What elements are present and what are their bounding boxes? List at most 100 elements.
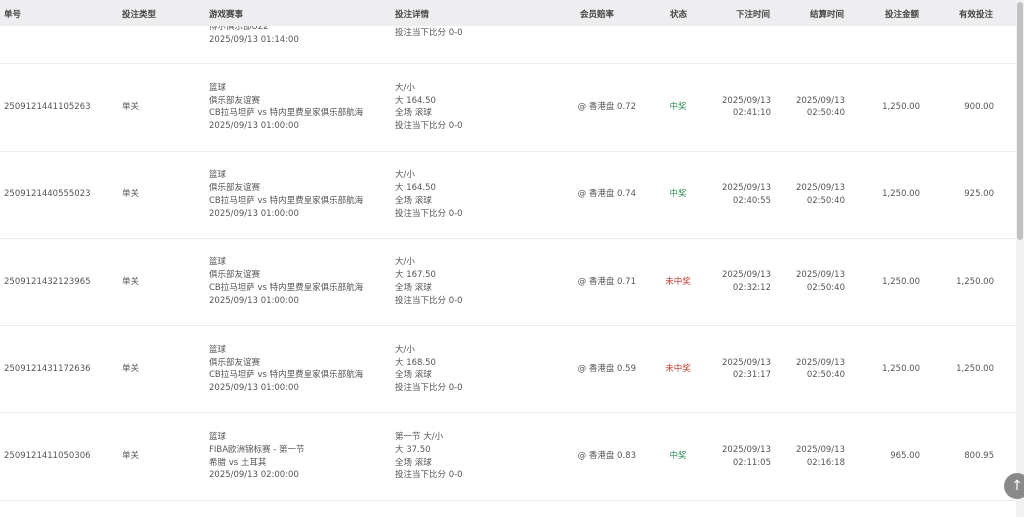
bet-id: 2509121441105263 (4, 102, 91, 113)
bet-date: 2025/09/13 (722, 357, 771, 368)
detail-line: 大 37.50 (395, 444, 431, 455)
bet-type: 单关 (122, 363, 140, 374)
valid-bet: 800.95 (964, 451, 994, 462)
bet-id: 2509121440555023 (4, 189, 91, 200)
valid-bet: 925.00 (964, 189, 994, 200)
valid-bet: 1,250.00 (956, 363, 994, 374)
bet-amount: 1,250.00 (882, 276, 920, 287)
game-line: 2025/09/13 01:00:00 (209, 383, 299, 394)
detail-line: 全场 滚球 (395, 283, 432, 294)
detail-line: 第一节 大/小 (395, 432, 444, 443)
settle-date: 2025/09/13 (796, 444, 845, 455)
bet-amount: 965.00 (890, 451, 920, 462)
table-header: 单号 投注类型 游戏赛事 投注详情 会员赔率 状态 下注时间 结算时间 投注金额… (0, 0, 1016, 26)
header-game: 游戏赛事 (209, 10, 244, 20)
detail-line: 投注当下比分 0-0 (395, 121, 463, 132)
odds: @ 香港盘 0.72 (577, 102, 636, 113)
game-line: 2025/09/13 01:00:00 (209, 295, 299, 306)
bet-type: 单关 (122, 451, 140, 462)
header-settle-time: 结算时间 (810, 10, 845, 20)
game-line: CB拉马坦萨 vs 特内里费皇家俱乐部航海 (209, 108, 364, 119)
detail-line: 投注当下比分 0-0 (395, 27, 463, 38)
status-badge: 未中奖 (665, 276, 691, 287)
game-line: 希腊 vs 土耳其 (209, 457, 267, 468)
header-valid: 有效投注 (959, 10, 994, 20)
header-id: 单号 (4, 10, 22, 20)
scroll-to-top-button[interactable]: ↑ (1004, 473, 1024, 499)
bet-type: 单关 (122, 189, 140, 200)
detail-line: 投注当下比分 0-0 (395, 383, 463, 394)
settle-date: 2025/09/13 (796, 270, 845, 281)
detail-line: 投注当下比分 0-0 (395, 208, 463, 219)
odds: @ 香港盘 0.74 (577, 189, 636, 200)
scrollbar[interactable] (1016, 0, 1024, 517)
odds: @ 香港盘 0.83 (577, 451, 636, 462)
game-line: 2025/09/13 01:00:00 (209, 121, 299, 132)
status-badge: 中奖 (669, 189, 687, 200)
game-line: 俱乐部友谊赛 (209, 357, 261, 368)
bet-type: 单关 (122, 276, 140, 287)
detail-line: 投注当下比分 0-0 (395, 470, 463, 481)
bet-amount: 1,250.00 (882, 102, 920, 113)
bet-time: 02:40:55 (732, 195, 771, 206)
game-line: CB拉马坦萨 vs 特内里费皇家俱乐部航海 (209, 370, 364, 381)
bet-time: 02:32:12 (732, 283, 771, 294)
bet-date: 2025/09/13 (722, 182, 771, 193)
game-line: 篮球 (209, 432, 227, 443)
bet-amount: 1,250.00 (882, 363, 920, 374)
game-line: 2025/09/13 02:00:00 (209, 470, 299, 481)
header-status: 状态 (670, 10, 688, 20)
detail-line: 全场 滚球 (395, 108, 432, 119)
odds: @ 香港盘 0.71 (577, 276, 636, 287)
detail-line: 大 164.50 (395, 182, 436, 193)
settle-date: 2025/09/13 (796, 357, 845, 368)
table-row-partial: 博尔俱乐部U22 2025/09/13 01:14:00 投注当下比分 0-0 (0, 0, 1016, 65)
table-row[interactable]: 2509121440555023 单关 篮球 俱乐部友谊赛 CB拉马坦萨 vs 特内… (0, 152, 1016, 239)
detail-line: 全场 滚球 (395, 195, 432, 206)
detail-line: 大 167.50 (395, 270, 436, 281)
game-line: 篮球 (209, 82, 227, 93)
detail-line: 大 168.50 (395, 357, 436, 368)
status-badge: 中奖 (669, 451, 687, 462)
game-line: 2025/09/13 01:14:00 (209, 34, 299, 45)
header-type: 投注类型 (122, 10, 157, 20)
bet-time: 02:41:10 (732, 108, 771, 119)
bet-id: 2509121411050306 (4, 451, 91, 462)
bet-date: 2025/09/13 (722, 444, 771, 455)
table-row[interactable]: 2509121411050306 单关 篮球 FIBA欧洲锦标赛 - 第一节 希腊 … (0, 413, 1016, 501)
bet-time: 02:11:05 (732, 457, 771, 468)
detail-line: 大 164.50 (395, 95, 436, 106)
detail-line: 大/小 (395, 82, 415, 93)
detail-line: 大/小 (395, 257, 415, 268)
game-line: 俱乐部友谊赛 (209, 270, 261, 281)
game-line: 篮球 (209, 344, 227, 355)
header-bet-time: 下注时间 (736, 10, 771, 20)
game-line: 俱乐部友谊赛 (209, 182, 261, 193)
game-line: 篮球 (209, 170, 227, 181)
status-badge: 未中奖 (665, 363, 691, 374)
bet-id: 2509121432123965 (4, 276, 91, 287)
odds: @ 香港盘 0.59 (577, 363, 636, 374)
bet-time: 02:31:17 (732, 370, 771, 381)
table-row[interactable]: 2509121432123965 单关 篮球 俱乐部友谊赛 CB拉马坦萨 vs 特内… (0, 239, 1016, 327)
table-row[interactable]: 2509121441105263 单关 篮球 俱乐部友谊赛 CB拉马坦萨 vs 特内… (0, 64, 1016, 152)
game-line: 博尔俱乐部U22 (209, 21, 269, 32)
valid-bet: 1,250.00 (956, 276, 994, 287)
table-row[interactable]: 2509121431172636 单关 篮球 俱乐部友谊赛 CB拉马坦萨 vs 特内… (0, 326, 1016, 414)
settle-date: 2025/09/13 (796, 182, 845, 193)
valid-bet: 900.00 (964, 102, 994, 113)
detail-line: 全场 滚球 (395, 457, 432, 468)
bet-type: 单关 (122, 102, 140, 113)
scrollbar-thumb[interactable] (1017, 2, 1023, 240)
arrow-up-icon: ↑ (1011, 478, 1023, 494)
settle-date: 2025/09/13 (796, 95, 845, 106)
header-odds: 会员赔率 (580, 10, 615, 20)
bet-date: 2025/09/13 (722, 95, 771, 106)
header-detail: 投注详情 (395, 10, 430, 20)
game-line: 2025/09/13 01:00:00 (209, 208, 299, 219)
settle-time: 02:16:18 (806, 457, 845, 468)
detail-line: 大/小 (395, 170, 415, 181)
game-line: 篮球 (209, 257, 227, 268)
settle-time: 02:50:40 (806, 370, 845, 381)
game-line: FIBA欧洲锦标赛 - 第一节 (209, 444, 305, 455)
